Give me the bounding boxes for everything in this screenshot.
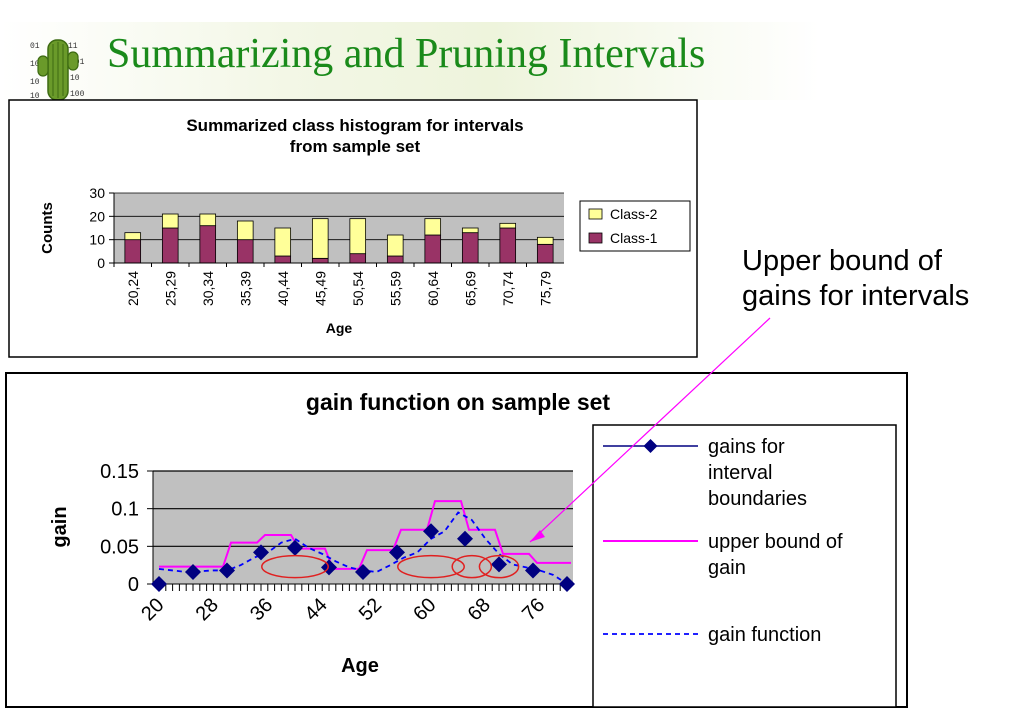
gain-boundary-marker [355,563,371,580]
gain-boundary-marker [287,539,303,556]
gain-boundary-marker [457,530,473,547]
legend-swatch-class-1 [588,232,603,244]
svg-text:10: 10 [70,74,80,83]
legend-label: boundaries [708,488,807,510]
legend-swatch-class-2 [588,208,603,220]
gain-boundary-marker [219,562,235,579]
histogram-x-tick-label: 20,24 [125,271,141,306]
svg-text:11: 11 [68,42,78,51]
histogram-plot-area [114,193,564,263]
gain-chart-title: gain function on sample set [306,389,610,415]
histogram-x-tick-label: 55,59 [387,271,403,306]
histogram-bar-class-2 [424,218,442,236]
gain-y-label: gain [49,506,71,547]
histogram-bar-class-2 [499,222,517,229]
gain-y-tick-label: 0.05 [100,536,139,558]
histogram-bar-class-2 [274,227,292,257]
histogram-bar-class-2 [124,232,142,241]
histogram-bar-class-2 [536,236,554,245]
svg-text:10: 10 [30,60,40,69]
gain-y-tick-label: 0.1 [111,499,139,521]
histogram-y-tick-label: 20 [89,208,105,224]
histogram-x-tick-label: 30,34 [200,271,216,306]
histogram-x-tick-label: 65,69 [462,271,478,306]
highlighted-interval-ellipse [261,554,329,579]
gain-x-label: Age [341,655,379,677]
legend-label-class-2: Class-2 [610,206,658,222]
histogram-y-tick-label: 10 [89,232,105,248]
histogram-bar-class-2 [161,213,179,229]
histogram-bar-class-2 [461,227,479,234]
highlighted-interval-ellipse [451,554,493,579]
histogram-x-tick-label: 25,29 [162,271,178,306]
svg-text:01: 01 [30,42,40,51]
title-band [0,22,820,100]
histogram-x-tick-label: 35,39 [237,271,253,306]
legend-label-class-1: Class-1 [610,230,658,246]
callout-text: Upper bound of gains for intervals [742,244,969,314]
histogram-x-tick-label: 70,74 [500,271,516,306]
histogram-x-tick-label: 60,64 [425,271,441,306]
gain-y-tick-label: 0.15 [100,461,139,483]
legend-label: gain function [708,624,821,646]
histogram-bar-class-2 [236,220,254,241]
gain-boundary-marker [491,556,507,573]
histogram-y-label: Counts [39,202,56,254]
histogram-y-tick-label: 30 [89,185,105,201]
legend-label: interval [708,462,772,484]
histogram-title: Summarized class histogram for intervals [186,116,523,135]
svg-text:10: 10 [30,92,40,101]
callout-line: Upper bound of [742,245,942,277]
gain-boundary-marker [253,544,269,561]
callout-line: gains for intervals [742,280,970,312]
gain-boundary-marker [151,576,167,592]
gain-y-tick-label: 0 [128,574,139,596]
slide-title: Summarizing and Pruning Intervals [107,31,706,77]
histogram-x-tick-label: 45,49 [312,271,328,306]
legend-label: gains for [708,436,785,458]
svg-text:10: 10 [30,78,40,87]
histogram-title-line2: from sample set [290,137,421,156]
histogram-bar-class-2 [386,234,404,257]
histogram-bar-class-2 [311,218,329,259]
upper-bound-line [159,500,571,570]
svg-text:100: 100 [70,90,85,99]
histogram-y-tick-label: 0 [97,255,105,271]
highlighted-interval-ellipse [397,554,465,579]
histogram-bar-class-2 [349,218,367,255]
histogram-bar-class-2 [199,213,217,227]
histogram-x-tick-label: 75,79 [537,271,553,306]
histogram-x-tick-label: 40,44 [275,271,291,306]
gain-boundary-marker [525,562,541,579]
histogram-x-tick-label: 50,54 [350,271,366,306]
gain-boundary-marker [559,576,575,592]
histogram-x-label: Age [326,320,353,336]
gain-boundary-marker [389,544,405,561]
gain-boundary-marker [185,563,201,580]
legend-label: upper bound of [708,531,843,553]
highlighted-interval-ellipse [478,554,520,579]
gain-boundary-marker [423,523,439,540]
legend-label: gain [708,557,746,579]
